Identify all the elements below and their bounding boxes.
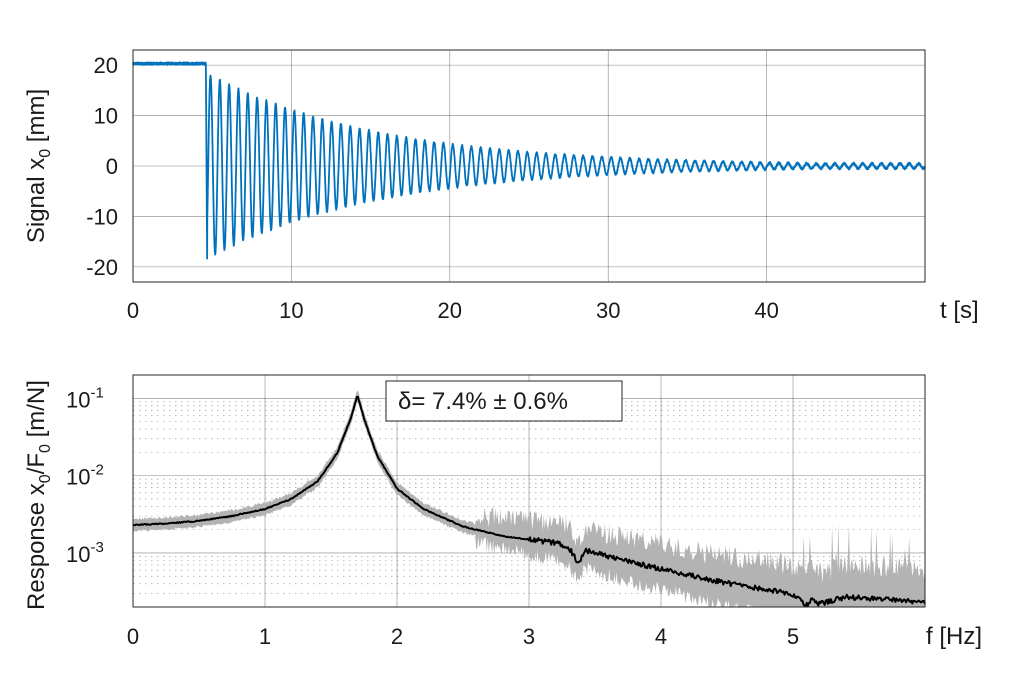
annotation-text: δ= 7.4% ± 0.6% (398, 388, 568, 415)
response-y-axis-label: Response x0/F0 [m/N] (23, 380, 54, 610)
signal-x-tick-labels: 0 10 20 30 40 (127, 298, 779, 323)
signal-line (132, 61, 926, 260)
response-panel: 0 1 2 3 4 5 10-1 10-2 10-3 f [Hz] Response x0/F… (23, 374, 982, 650)
damping-annotation: δ= 7.4% ± 0.6% (385, 380, 623, 422)
signal-y-tick-label: 10 (94, 104, 118, 129)
response-x-tick-label: 5 (787, 624, 799, 649)
response-uncertainty-band (133, 390, 925, 607)
response-y-tick-label: 10-1 (66, 384, 104, 412)
signal-x-tick-label: 0 (127, 298, 139, 323)
response-y-tick-labels: 10-1 10-2 10-3 (66, 384, 104, 567)
signal-x-tick-label: 20 (438, 298, 462, 323)
response-x-tick-label: 3 (523, 624, 535, 649)
signal-panel: 0 10 20 30 40 20 10 0 -10 -20 t [s] Signal x0 [m… (23, 49, 979, 324)
response-y-tick-label: 10-2 (66, 462, 104, 490)
response-x-tick-label: 0 (127, 624, 139, 649)
response-mean-line (132, 395, 926, 608)
response-x-tick-label: 2 (391, 624, 403, 649)
signal-y-tick-label: 20 (94, 53, 118, 78)
response-x-tick-label: 4 (655, 624, 667, 649)
signal-y-axis-label: Signal x0 [mm] (23, 89, 54, 243)
signal-x-tick-label: 40 (754, 298, 778, 323)
signal-x-axis-label: t [s] (940, 297, 979, 324)
response-x-tick-label: 1 (259, 624, 271, 649)
signal-y-tick-label: 0 (106, 154, 118, 179)
signal-x-tick-label: 10 (279, 298, 303, 323)
response-x-tick-labels: 0 1 2 3 4 5 (127, 624, 799, 649)
signal-y-tick-label: -20 (86, 255, 118, 280)
annotation-box (385, 380, 623, 422)
signal-y-tick-labels: 20 10 0 -10 -20 (86, 53, 118, 280)
response-series (132, 390, 926, 608)
signal-plot-frame (132, 49, 926, 283)
response-y-tick-label: 10-3 (66, 539, 104, 567)
response-plot-frame (132, 374, 926, 608)
signal-y-tick-label: -10 (86, 204, 118, 229)
signal-series (132, 61, 926, 260)
response-x-axis-label: f [Hz] (926, 623, 982, 650)
signal-x-tick-label: 30 (596, 298, 620, 323)
